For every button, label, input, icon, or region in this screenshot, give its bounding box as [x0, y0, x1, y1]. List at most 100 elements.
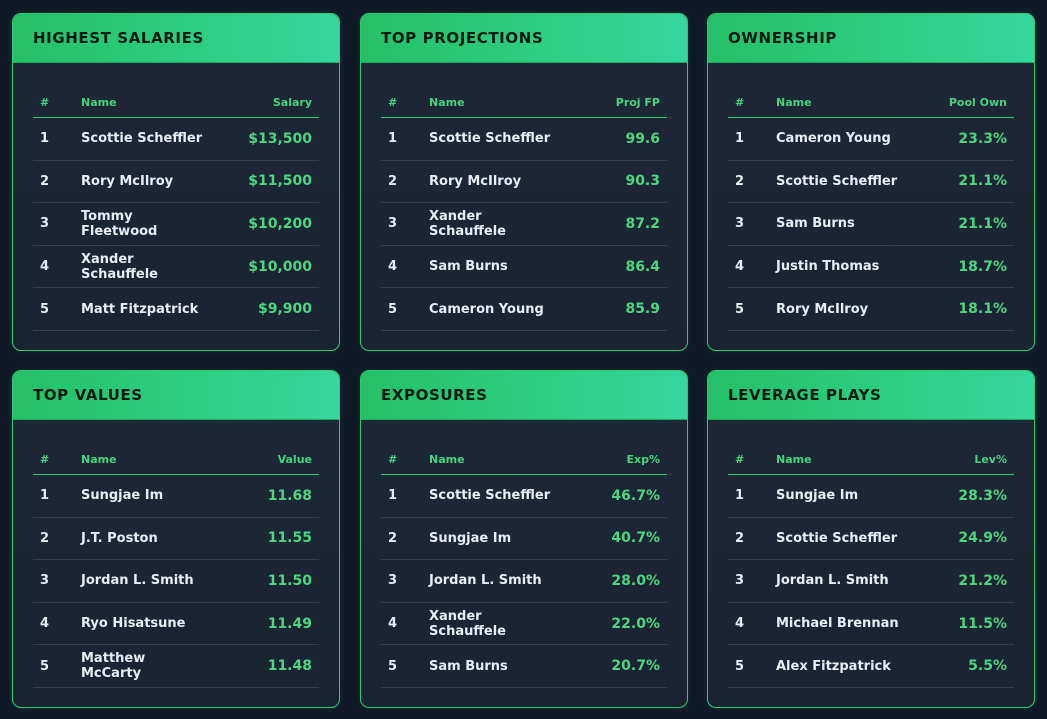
table-row: 5 Matt Fitzpatrick $9,900 [33, 288, 319, 331]
col-value-header: Proj FP [615, 96, 660, 109]
row-player-name: Sungjae Im [776, 488, 859, 504]
row-value: $11,500 [248, 173, 312, 190]
row-player-name: Xander Schauffele [429, 608, 506, 639]
row-rank: 2 [40, 173, 50, 189]
col-rank-header: # [40, 453, 50, 466]
row-rank: 1 [40, 131, 50, 147]
card-title: OWNERSHIP [728, 29, 837, 47]
row-rank: 2 [735, 173, 745, 189]
table-header: # Name Value [33, 445, 319, 475]
row-value: 21.1% [958, 173, 1007, 190]
table-row: 3 Jordan L. Smith 21.2% [728, 560, 1014, 603]
row-rank: 4 [388, 616, 398, 632]
row-player-name: Rory McIlroy [81, 173, 174, 189]
row-rank: 5 [40, 301, 50, 317]
stats-table: # Name Pool Own 1 Cameron Young 23.3% 2 … [728, 88, 1014, 331]
row-player-name: Sungjae Im [81, 488, 164, 504]
row-rank: 2 [735, 530, 745, 546]
table-row: 5 Alex Fitzpatrick 5.5% [728, 645, 1014, 688]
row-player-name: Scottie Scheffler [429, 488, 551, 504]
card-title: HIGHEST SALARIES [33, 29, 204, 47]
table-row: 1 Scottie Scheffler 46.7% [381, 475, 667, 518]
row-value: $13,500 [248, 130, 312, 147]
row-rank: 1 [40, 488, 50, 504]
card-title: LEVERAGE PLAYS [728, 386, 882, 404]
table-row: 4 Ryo Hisatsune 11.49 [33, 603, 319, 646]
row-rank: 3 [735, 216, 745, 232]
row-value: 28.3% [958, 487, 1007, 504]
table-row: 4 Justin Thomas 18.7% [728, 246, 1014, 289]
row-player-name: Tommy Fleetwood [81, 208, 158, 239]
table-row: 4 Michael Brennan 11.5% [728, 603, 1014, 646]
table-row: 4 Xander Schauffele 22.0% [381, 603, 667, 646]
row-value: 18.1% [958, 301, 1007, 318]
row-player-name: Scottie Scheffler [81, 131, 203, 147]
row-value: 21.1% [958, 215, 1007, 232]
card-top-values: TOP VALUES # Name Value 1 Sungjae Im 11.… [12, 370, 340, 708]
table-row: 5 Matthew McCarty 11.48 [33, 645, 319, 688]
col-rank-header: # [388, 96, 398, 109]
col-rank-header: # [388, 453, 398, 466]
table-header: # Name Lev% [728, 445, 1014, 475]
row-player-name: Ryo Hisatsune [81, 616, 186, 632]
row-player-name: Jordan L. Smith [429, 573, 542, 589]
row-rank: 3 [735, 573, 745, 589]
row-value: 24.9% [958, 530, 1007, 547]
row-value: 11.50 [267, 572, 312, 589]
row-rank: 4 [735, 259, 745, 275]
row-player-name: Cameron Young [429, 301, 544, 317]
row-value: 11.5% [958, 615, 1007, 632]
table-row: 2 Scottie Scheffler 24.9% [728, 518, 1014, 561]
row-player-name: Rory McIlroy [429, 173, 522, 189]
col-name-header: Name [81, 453, 117, 466]
row-value: 46.7% [611, 487, 660, 504]
col-name-header: Name [429, 453, 465, 466]
stats-table: # Name Value 1 Sungjae Im 11.68 2 J.T. P… [33, 445, 319, 688]
row-value: 18.7% [958, 258, 1007, 275]
row-player-name: Jordan L. Smith [776, 573, 889, 589]
table-row: 2 Rory McIlroy 90.3 [381, 161, 667, 204]
card-header: TOP VALUES [13, 371, 339, 420]
table-row: 1 Scottie Scheffler 99.6 [381, 118, 667, 161]
stats-table: # Name Lev% 1 Sungjae Im 28.3% 2 Scottie… [728, 445, 1014, 688]
row-player-name: Sam Burns [429, 259, 508, 275]
row-rank: 3 [40, 216, 50, 232]
row-value: 11.49 [267, 615, 312, 632]
row-value: $10,000 [248, 258, 312, 275]
row-value: 85.9 [625, 301, 660, 318]
row-rank: 5 [40, 658, 50, 674]
row-value: 5.5% [968, 658, 1007, 675]
card-ownership: OWNERSHIP # Name Pool Own 1 Cameron Youn… [707, 13, 1035, 351]
card-title: TOP PROJECTIONS [381, 29, 544, 47]
card-title: EXPOSURES [381, 386, 488, 404]
col-value-header: Pool Own [948, 96, 1007, 109]
row-rank: 1 [735, 131, 745, 147]
row-player-name: J.T. Poston [81, 530, 158, 546]
row-player-name: Xander Schauffele [81, 251, 158, 282]
row-value: 11.68 [267, 487, 312, 504]
table-row: 4 Sam Burns 86.4 [381, 246, 667, 289]
row-value: 21.2% [958, 572, 1007, 589]
table-row: 3 Xander Schauffele 87.2 [381, 203, 667, 246]
table-header: # Name Pool Own [728, 88, 1014, 118]
row-player-name: Scottie Scheffler [776, 173, 898, 189]
table-row: 5 Cameron Young 85.9 [381, 288, 667, 331]
stats-table: # Name Exp% 1 Scottie Scheffler 46.7% 2 … [381, 445, 667, 688]
row-rank: 5 [388, 301, 398, 317]
row-value: 86.4 [625, 258, 660, 275]
table-header: # Name Exp% [381, 445, 667, 475]
table-row: 1 Sungjae Im 28.3% [728, 475, 1014, 518]
row-rank: 5 [735, 658, 745, 674]
card-title: TOP VALUES [33, 386, 143, 404]
col-name-header: Name [776, 453, 812, 466]
card-header: OWNERSHIP [708, 14, 1034, 63]
row-rank: 4 [40, 259, 50, 275]
card-header: TOP PROJECTIONS [361, 14, 687, 63]
card-header: HIGHEST SALARIES [13, 14, 339, 63]
row-rank: 4 [735, 616, 745, 632]
row-player-name: Scottie Scheffler [776, 530, 898, 546]
card-header: LEVERAGE PLAYS [708, 371, 1034, 420]
col-rank-header: # [735, 96, 745, 109]
table-row: 5 Sam Burns 20.7% [381, 645, 667, 688]
table-row: 2 J.T. Poston 11.55 [33, 518, 319, 561]
